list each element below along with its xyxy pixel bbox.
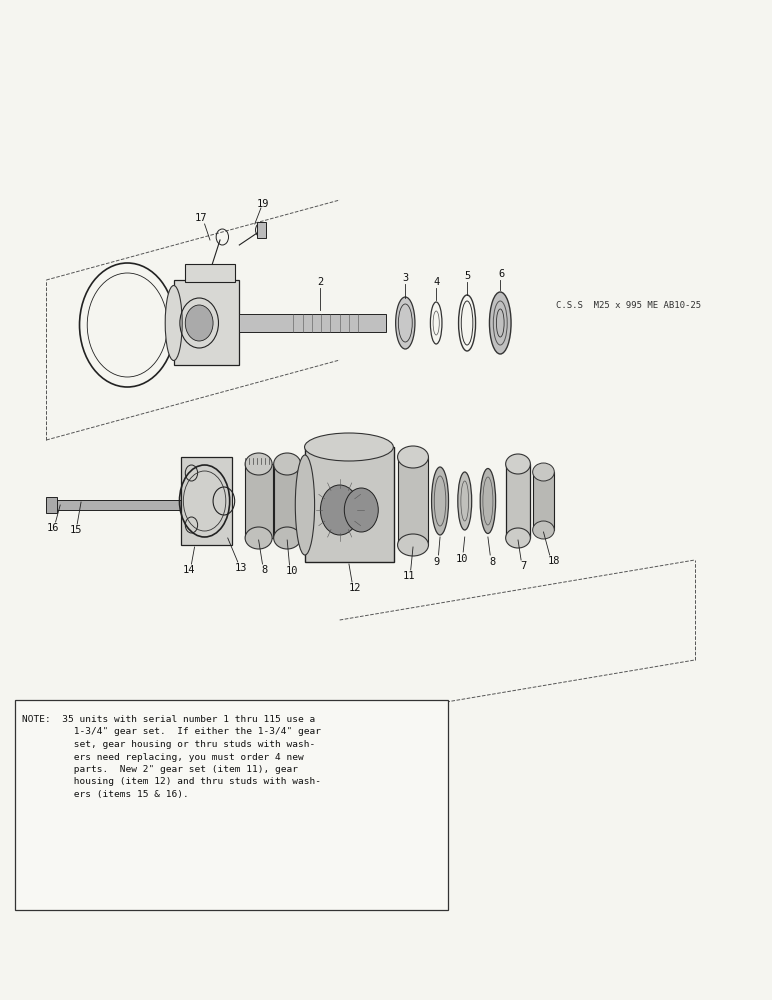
Text: 14: 14 [183,565,195,575]
Text: 18: 18 [548,556,560,566]
Ellipse shape [273,453,300,475]
Ellipse shape [273,527,300,549]
Text: 13: 13 [235,563,247,573]
Circle shape [344,488,378,532]
Text: 7: 7 [520,561,527,571]
Ellipse shape [506,528,530,548]
Bar [46,497,57,513]
Ellipse shape [165,286,182,360]
Bar [239,314,386,332]
Ellipse shape [432,467,449,535]
Text: 17: 17 [195,213,207,223]
Ellipse shape [506,454,530,474]
Text: 3: 3 [402,273,408,283]
Ellipse shape [245,527,272,549]
Text: 19: 19 [256,199,269,209]
Text: 8: 8 [261,565,267,575]
Bar [398,457,428,545]
Text: 9: 9 [433,557,439,567]
Text: 15: 15 [69,525,82,535]
Text: NOTE:  35 units with serial number 1 thru 115 use a
         1-3/4" gear set.  I: NOTE: 35 units with serial number 1 thru… [22,715,320,799]
Bar [533,472,554,530]
Ellipse shape [304,433,393,461]
Bar [181,457,232,545]
Text: 2: 2 [317,277,323,287]
Circle shape [185,305,213,341]
Ellipse shape [489,292,511,354]
Bar [185,264,235,282]
Text: 10: 10 [455,554,468,564]
Ellipse shape [398,534,428,556]
Ellipse shape [395,297,415,349]
Ellipse shape [480,468,496,534]
Ellipse shape [533,521,554,539]
Ellipse shape [295,455,314,555]
Bar [274,464,301,538]
Text: C.S.S  M25 x 995 ME AB10-25: C.S.S M25 x 995 ME AB10-25 [556,300,701,310]
Bar [15,700,448,910]
Bar [50,500,185,510]
Bar [257,222,266,238]
Text: 11: 11 [403,571,415,581]
Circle shape [320,485,359,535]
Text: 4: 4 [433,277,439,287]
Bar [506,464,530,538]
Ellipse shape [398,446,428,468]
Bar [305,447,394,562]
Ellipse shape [245,453,272,475]
Text: 16: 16 [46,523,59,533]
Text: 6: 6 [499,269,505,279]
Bar [174,280,239,365]
Text: 12: 12 [349,583,361,593]
Ellipse shape [533,463,554,481]
Text: 10: 10 [286,566,298,576]
Text: 5: 5 [464,271,470,281]
Bar [245,464,273,538]
Text: 8: 8 [489,557,496,567]
Ellipse shape [458,472,472,530]
